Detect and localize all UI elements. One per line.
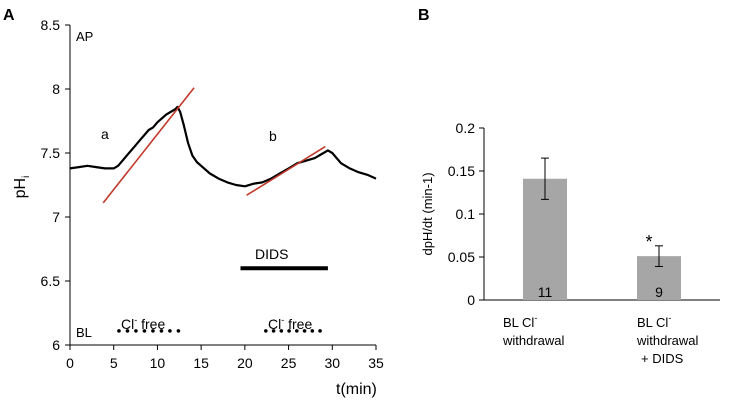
- slope-fit-line-a: [102, 87, 195, 204]
- cl-free-label-1-sup: -: [134, 315, 137, 325]
- panel-a-x-tick-label: 15: [193, 355, 209, 371]
- cl-free-dot: [310, 329, 315, 333]
- panel-a-x-tick-label: 30: [324, 355, 340, 371]
- panel-a-y-tick-label: 6.5: [41, 273, 61, 289]
- panel-b-marks: 11 9: [523, 157, 681, 300]
- bar-n-label-1: 11: [538, 284, 553, 300]
- panel-a-y-tick-label: 8.5: [41, 17, 61, 33]
- cl-free-label-1-suffix: free: [137, 316, 165, 332]
- bl-annotation: BL: [76, 325, 92, 340]
- panel-a-x-ticks: 0 5 10 15 20 25 30 35: [66, 345, 384, 371]
- panel-a-x-tick-label: 20: [237, 355, 253, 371]
- slope-label-b: b: [269, 128, 277, 144]
- cl-free-label-2-sup: -: [281, 315, 284, 325]
- panel-b-y-ticks: 0 0.05 0.1 0.15 0.2: [448, 120, 484, 308]
- cl-free-dot: [176, 329, 181, 333]
- cl-free-dot: [271, 329, 276, 333]
- panel-a-axes: [69, 25, 376, 346]
- significance-marker: *: [645, 232, 652, 252]
- panel-b-y-tick-label: 0.15: [448, 163, 475, 179]
- cl-free-dot: [295, 329, 299, 333]
- panel-a-x-tick-label: 10: [150, 355, 166, 371]
- panel-b-y-tick-label: 0: [467, 292, 475, 308]
- panel-a-y-axis-label-main: pH: [12, 178, 29, 198]
- panel-a-x-tick-label: 25: [281, 355, 297, 371]
- ap-annotation: AP: [76, 29, 93, 44]
- cl-free-dot: [151, 329, 155, 333]
- panel-a-y-ticks: 6 6.5 7 7.5 8 8.5: [41, 17, 70, 353]
- panel-a-y-tick-label: 8: [52, 81, 60, 97]
- panel-a-x-tick-label: 5: [110, 355, 118, 371]
- bar-category-label-2-sup: -: [668, 313, 671, 323]
- cl-free-label-2-prefix: Cl: [268, 316, 281, 332]
- panel-a-y-axis-label-sub: i: [21, 176, 32, 178]
- bar-category-label-2-line1: BL Cl-: [637, 313, 671, 330]
- cl-free-label-2-suffix: free: [284, 316, 312, 332]
- cl-free-label-1-prefix: Cl: [121, 316, 134, 332]
- panel-b-axes: [483, 128, 720, 301]
- cl-free-dot: [287, 329, 291, 333]
- cl-free-dot: [125, 329, 130, 333]
- cl-free-label-2: Cl- free: [268, 315, 312, 332]
- ph-trace-line: [69, 105, 377, 188]
- panel-a-y-tick-label: 6: [52, 337, 60, 353]
- bar-category-label-2-prefix: BL Cl: [637, 315, 668, 330]
- panel-b-y-axis-label: dpH/dt (min-1): [420, 172, 435, 255]
- slope-fit-line-b: [246, 145, 326, 196]
- panel-b-y-tick-label: 0.2: [456, 120, 476, 136]
- panel-a-y-axis-label: pHi: [12, 176, 32, 199]
- panel-b-y-tick-label: 0.05: [448, 249, 475, 265]
- cl-free-dot: [264, 329, 268, 333]
- bar-category-label-2-line2: withdrawal: [636, 333, 699, 348]
- panel-a-y-tick-label: 7.5: [41, 145, 61, 161]
- cl-free-dot: [159, 329, 164, 333]
- cl-free-dot: [168, 329, 172, 333]
- panel-a-x-axis-label: t(min): [336, 381, 377, 398]
- panel-a-letter: A: [3, 7, 15, 24]
- panel-a-marks: [69, 87, 377, 333]
- bar-category-label-1-sup: -: [534, 313, 537, 323]
- bar-category-label-1-line1: BL Cl-: [503, 313, 537, 330]
- panel-a-x-tick-label: 0: [66, 355, 74, 371]
- cl-free-dot: [117, 329, 121, 333]
- bar-n-label-2: 9: [655, 284, 663, 300]
- cl-free-dot: [134, 329, 138, 333]
- cl-free-dot: [142, 329, 147, 333]
- cl-free-dot: [279, 329, 284, 333]
- bar-category-label-1-line2: withdrawal: [502, 333, 565, 348]
- bar-category-label-1-prefix: BL Cl: [503, 315, 534, 330]
- slope-label-a: a: [101, 126, 109, 142]
- panel-a-y-tick-label: 7: [52, 209, 60, 225]
- panel-b-y-tick-label: 0.1: [456, 206, 476, 222]
- cl-free-dot: [318, 329, 322, 333]
- dids-label: DIDS: [255, 246, 288, 262]
- cl-free-dot: [302, 329, 307, 333]
- panel-b-letter: B: [418, 7, 430, 24]
- panel-a-x-tick-label: 35: [368, 355, 384, 371]
- cl-free-label-1: Cl- free: [121, 315, 165, 332]
- bar-category-label-2-line3: + DIDS: [641, 351, 684, 366]
